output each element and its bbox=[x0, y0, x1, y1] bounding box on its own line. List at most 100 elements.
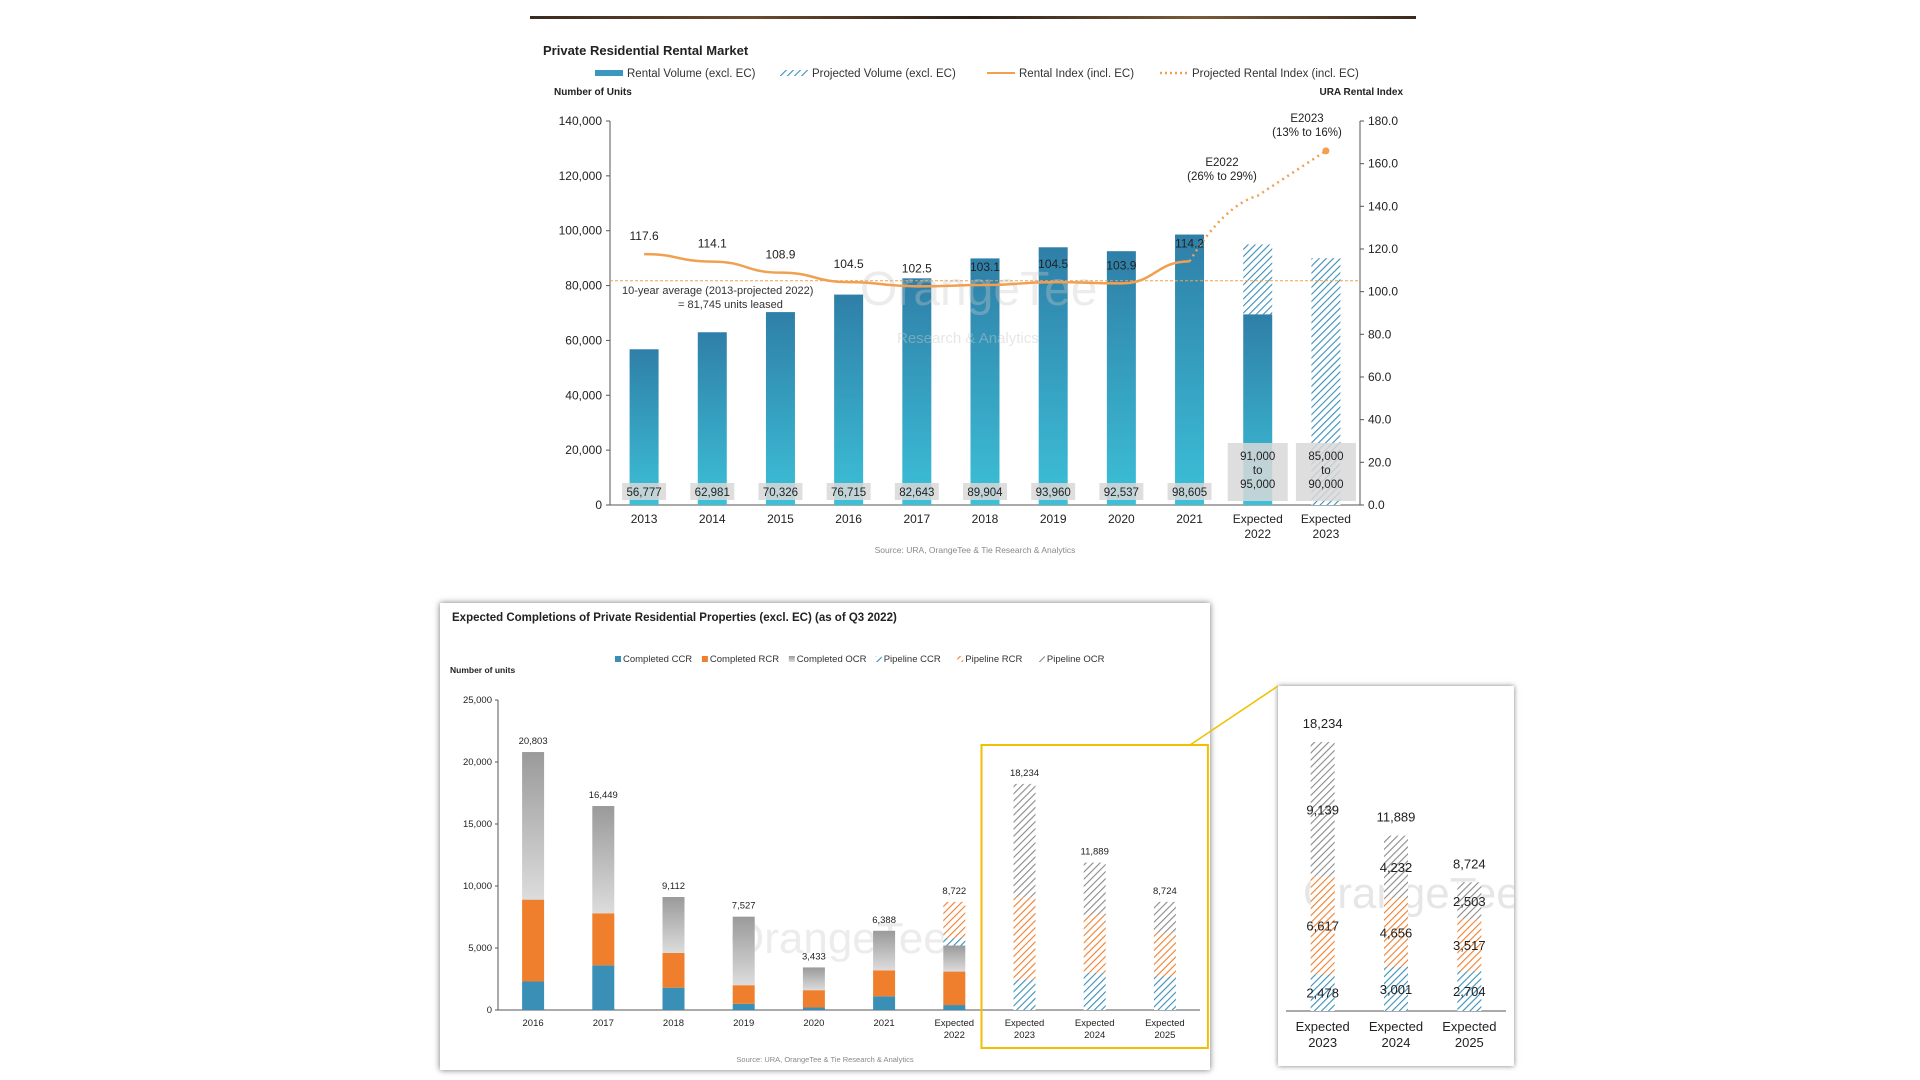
x-tick-label: Expected bbox=[1369, 1019, 1423, 1034]
source-note: Source: URA, OrangeTee & Tie Research & … bbox=[736, 1055, 913, 1064]
segment-label: 4,232 bbox=[1380, 860, 1413, 875]
bar-segment bbox=[943, 971, 966, 1006]
y-tick-label-left: 120,000 bbox=[559, 169, 603, 183]
bar-segment bbox=[732, 916, 755, 986]
y-tick-label-right: 180.0 bbox=[1368, 114, 1398, 128]
watermark: OrangeTee bbox=[860, 263, 1098, 316]
index-label: 108.9 bbox=[765, 248, 795, 262]
bar-segment bbox=[522, 899, 545, 982]
volume-label: 76,715 bbox=[831, 487, 866, 499]
y-tick-label-right: 160.0 bbox=[1368, 157, 1398, 171]
index-label: 104.5 bbox=[834, 257, 864, 271]
x-tick-label: Expected bbox=[1145, 1018, 1185, 1029]
bar-segment bbox=[802, 1007, 825, 1010]
legend-label: Pipeline RCR bbox=[965, 654, 1022, 665]
x-tick-label: 2018 bbox=[972, 512, 999, 526]
total-label: 18,234 bbox=[1010, 768, 1039, 779]
y-tick-label-right: 20.0 bbox=[1368, 455, 1392, 469]
index-label: 103.9 bbox=[1106, 258, 1136, 272]
bar-segment bbox=[1083, 915, 1106, 973]
bar-segment bbox=[732, 985, 755, 1004]
y-tick-label: 10,000 bbox=[463, 881, 492, 892]
bar-segment bbox=[802, 967, 825, 991]
total-label: 6,388 bbox=[872, 915, 896, 926]
x-tick-label: 2022 bbox=[944, 1030, 965, 1041]
volume-label: to bbox=[1321, 465, 1331, 477]
projected-index-line bbox=[1188, 149, 1327, 263]
bar-segment bbox=[1457, 882, 1482, 920]
legend-label: Completed CCR bbox=[623, 654, 692, 665]
index-label: 117.6 bbox=[630, 229, 659, 243]
volume-label-box bbox=[894, 483, 939, 500]
highlight-box bbox=[980, 744, 1209, 1049]
y-tick-label: 5,000 bbox=[468, 943, 492, 954]
total-label: 7,527 bbox=[732, 901, 756, 912]
legend-swatch bbox=[615, 656, 621, 662]
annotation: (26% to 29%) bbox=[1187, 171, 1257, 183]
total-label: 9,112 bbox=[662, 881, 685, 892]
bar-segment bbox=[943, 901, 966, 939]
bar-segment bbox=[1153, 932, 1176, 977]
legend-label: Rental Volume (excl. EC) bbox=[627, 68, 756, 80]
bar-segment bbox=[592, 806, 615, 914]
bar-segment bbox=[943, 938, 966, 946]
volume-label: 70,326 bbox=[763, 487, 798, 499]
total-label: 20,803 bbox=[519, 736, 548, 747]
x-tick-label: Expected bbox=[1075, 1018, 1115, 1029]
total-label: 3,433 bbox=[802, 951, 826, 962]
y-tick-label: 15,000 bbox=[463, 819, 492, 830]
volume-label-box bbox=[1099, 483, 1144, 500]
volume-label-box bbox=[1167, 483, 1212, 500]
segment-label: 2,503 bbox=[1453, 894, 1486, 909]
bar-rental-volume bbox=[765, 312, 795, 505]
x-tick-label: 2013 bbox=[631, 512, 658, 526]
legend-label: Completed RCR bbox=[710, 654, 779, 665]
bar-segment bbox=[802, 990, 825, 1008]
completions-chart: Expected Completions of Private Resident… bbox=[450, 612, 1209, 1064]
bar-segment bbox=[873, 930, 896, 971]
legend-label: Projected Rental Index (incl. EC) bbox=[1192, 68, 1359, 80]
y-tick-label-right: 140.0 bbox=[1368, 199, 1398, 213]
y-tick-label-left: 60,000 bbox=[565, 333, 602, 347]
volume-label: 62,981 bbox=[695, 487, 730, 499]
legend-swatch bbox=[957, 656, 964, 662]
index-label: 102.5 bbox=[902, 261, 932, 275]
x-tick-label: Expected bbox=[1301, 512, 1351, 526]
volume-label-box bbox=[1295, 443, 1356, 501]
x-tick-label: 2019 bbox=[1040, 512, 1067, 526]
bar-rental-volume bbox=[970, 258, 1000, 505]
bar-segment bbox=[1083, 972, 1106, 1010]
x-tick-label: 2021 bbox=[874, 1018, 895, 1029]
y-tick-label-left: 20,000 bbox=[565, 443, 602, 457]
volume-label-box bbox=[622, 483, 667, 500]
x-tick-label: Expected bbox=[934, 1018, 974, 1029]
average-label: 10-year average (2013-projected 2022) bbox=[622, 285, 813, 297]
volume-label-box bbox=[1227, 443, 1288, 501]
bar-segment bbox=[1083, 862, 1106, 916]
projected-index-point bbox=[1322, 147, 1330, 155]
x-tick-label: 2017 bbox=[593, 1018, 614, 1029]
x-tick-label: Expected bbox=[1005, 1018, 1045, 1029]
segment-label: 3,001 bbox=[1380, 982, 1413, 997]
bar-rental-volume bbox=[697, 332, 727, 505]
legend-label: Rental Index (incl. EC) bbox=[1019, 68, 1134, 80]
bar-rental-volume bbox=[902, 278, 932, 505]
legend-label: Projected Volume (excl. EC) bbox=[812, 68, 956, 80]
x-tick-label: 2023 bbox=[1313, 527, 1340, 541]
annotation: E2022 bbox=[1205, 157, 1238, 169]
chart-title: Private Residential Rental Market bbox=[543, 43, 749, 58]
volume-label-box bbox=[1031, 483, 1076, 500]
bar-segment bbox=[662, 987, 685, 1010]
bar-segment bbox=[522, 981, 545, 1010]
total-label: 8,724 bbox=[1453, 856, 1486, 871]
volume-label-box bbox=[758, 483, 803, 500]
bar-segment bbox=[662, 952, 685, 988]
x-tick-label: 2018 bbox=[663, 1018, 684, 1029]
bar-segment bbox=[662, 897, 685, 953]
volume-label: 56,777 bbox=[626, 487, 661, 499]
watermark-sub: Research & Analytics bbox=[897, 330, 1039, 347]
x-tick-label: Expected bbox=[1296, 1019, 1350, 1034]
volume-label-box bbox=[963, 483, 1007, 500]
x-tick-label: 2025 bbox=[1455, 1035, 1484, 1050]
bar-segment bbox=[943, 945, 966, 972]
